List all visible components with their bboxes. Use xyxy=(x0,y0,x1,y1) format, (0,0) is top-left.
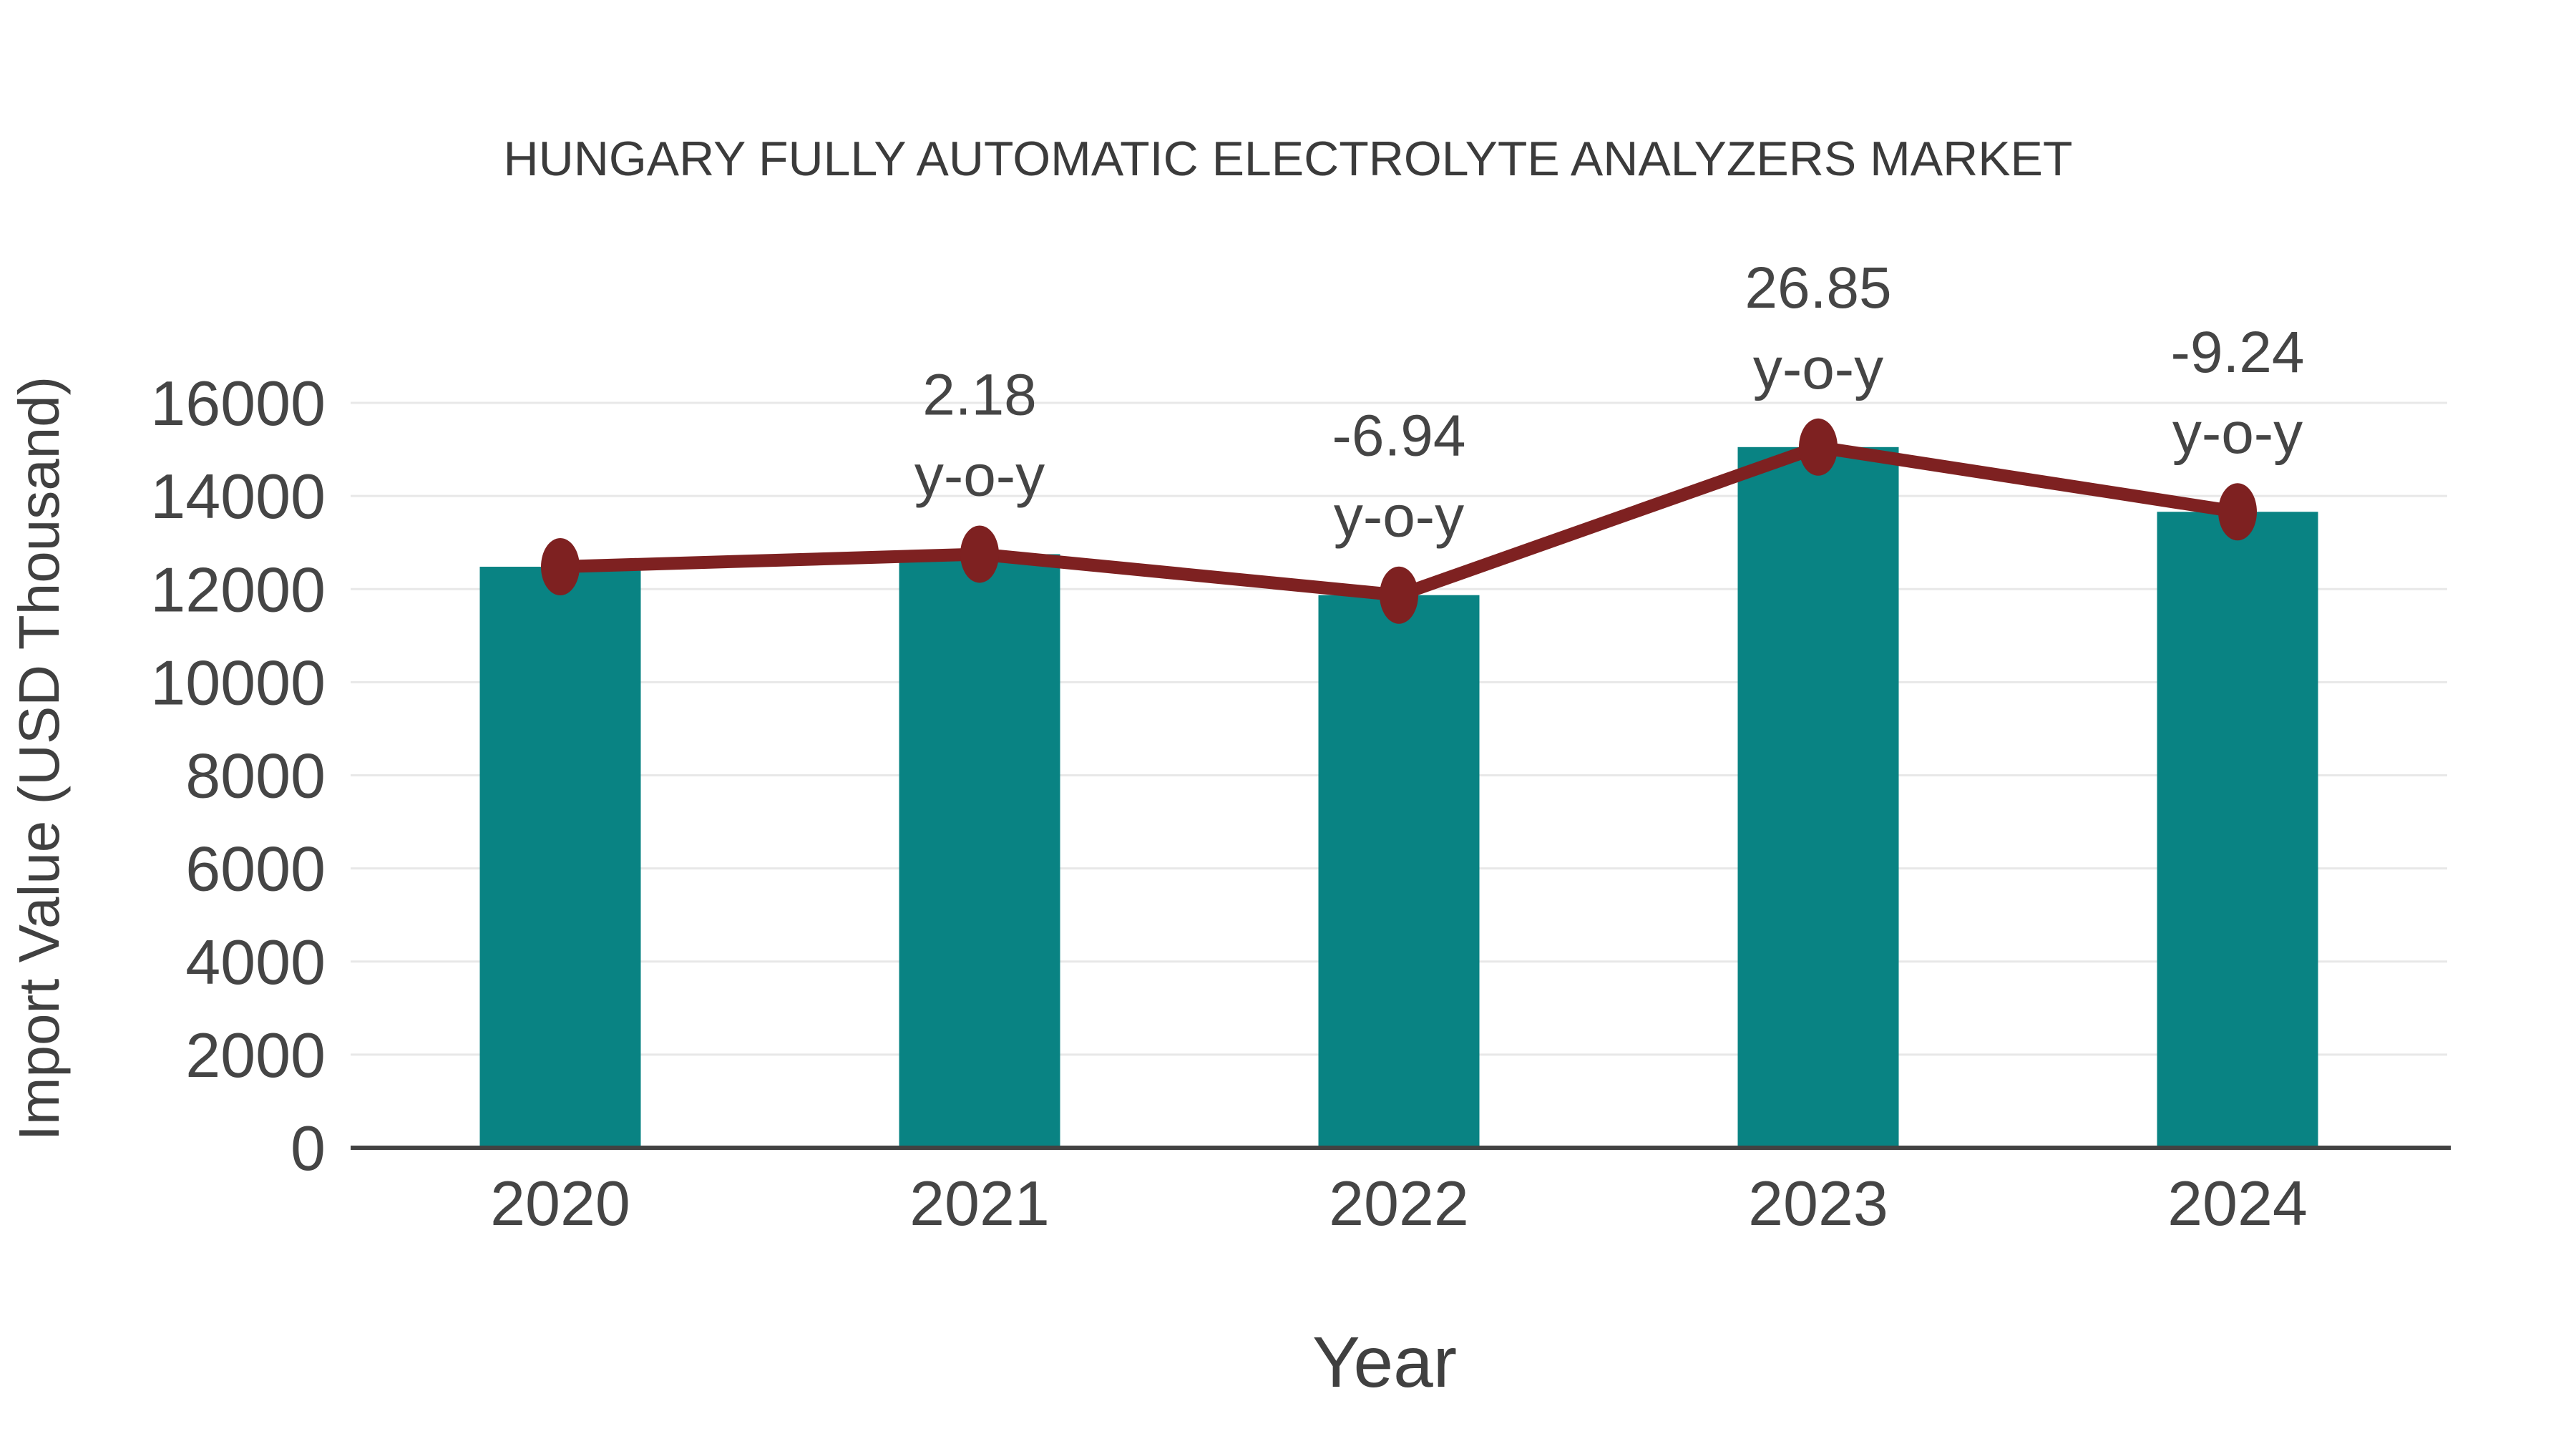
x-tick-label-2024: 2024 xyxy=(2167,1168,2308,1239)
chart-title: HUNGARY FULLY AUTOMATIC ELECTROLYTE ANAL… xyxy=(504,132,2073,186)
yoy-suffix-label-2022: y-o-y xyxy=(1334,484,1464,550)
y-tick-label: 4000 xyxy=(185,927,326,997)
trend-line-layer xyxy=(541,418,2257,624)
bar-2023 xyxy=(1737,447,1899,1148)
trend-marker-2021 xyxy=(960,525,999,583)
bar-2024 xyxy=(2157,512,2318,1148)
y-tick-label: 0 xyxy=(291,1113,326,1184)
yoy-suffix-label-2024: y-o-y xyxy=(2172,401,2303,466)
annotations-layer: 2.18 y-o-y -6.94 y-o-y 26.85 y-o-y -9.24 y-o-y xyxy=(914,255,2305,550)
trend-marker-2020 xyxy=(541,538,580,596)
yoy-suffix-label-2021: y-o-y xyxy=(914,443,1045,508)
y-tick-label: 8000 xyxy=(185,741,326,811)
y-tick-labels: 0 2000 4000 6000 8000 10000 12000 14000 16000 xyxy=(150,368,326,1184)
x-axis-title: Year xyxy=(1312,1322,1457,1402)
trend-marker-2022 xyxy=(1380,566,1418,624)
trend-marker-2023 xyxy=(1799,418,1838,476)
bar-2020 xyxy=(479,567,641,1148)
y-tick-label: 2000 xyxy=(185,1020,326,1091)
x-tick-labels: 2020 2021 2022 2023 2024 xyxy=(490,1168,2308,1239)
y-tick-label: 16000 xyxy=(150,368,326,439)
y-axis-title: Import Value (USD Thousand) xyxy=(7,376,71,1141)
y-tick-label: 12000 xyxy=(150,554,326,625)
bar-2021 xyxy=(899,554,1060,1148)
yoy-value-label-2024: -9.24 xyxy=(2171,320,2305,385)
bar-2022 xyxy=(1318,595,1480,1148)
x-tick-label-2022: 2022 xyxy=(1329,1168,1469,1239)
yoy-value-label-2022: -6.94 xyxy=(1332,404,1466,469)
y-tick-label: 6000 xyxy=(185,834,326,904)
bars-layer xyxy=(479,447,2318,1148)
x-tick-label-2023: 2023 xyxy=(1748,1168,1888,1239)
yoy-value-label-2021: 2.18 xyxy=(922,362,1037,427)
x-tick-label-2021: 2021 xyxy=(909,1168,1050,1239)
yoy-value-label-2023: 26.85 xyxy=(1745,255,1891,321)
trend-marker-2024 xyxy=(2218,483,2257,541)
yoy-suffix-label-2023: y-o-y xyxy=(1753,336,1883,401)
x-tick-label-2020: 2020 xyxy=(490,1168,630,1239)
y-tick-label: 10000 xyxy=(150,647,326,718)
y-tick-label: 14000 xyxy=(150,461,326,532)
